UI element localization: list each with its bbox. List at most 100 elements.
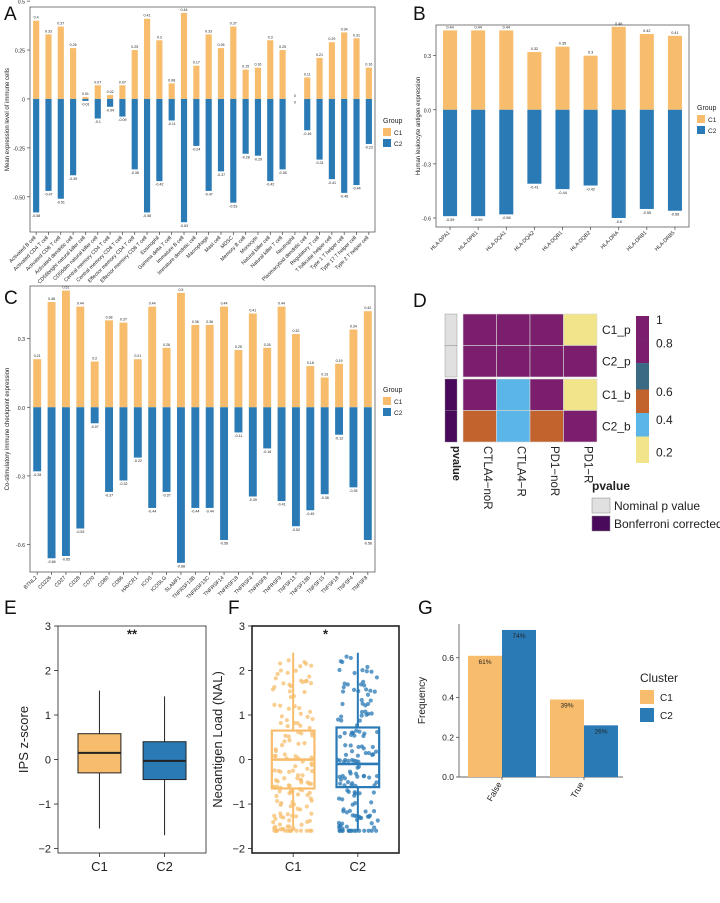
data-label-c2: -0.42 (266, 183, 274, 187)
data-point (365, 692, 371, 697)
bar-c2 (341, 98, 348, 193)
data-point (359, 697, 364, 703)
bar-c1 (131, 50, 138, 99)
data-point (356, 764, 361, 769)
data-point (287, 824, 292, 829)
data-label-c1: 0.26 (163, 343, 170, 347)
bar-c1 (263, 347, 272, 408)
heatmap-annotation-title: pvalue (450, 446, 462, 481)
y-tick-label: 0 (22, 97, 25, 103)
data-label-c2: -0.47 (44, 193, 52, 197)
data-label-c2: -0.44 (206, 510, 214, 514)
data-point (370, 744, 375, 750)
data-label-c2: -0.63 (180, 224, 188, 228)
bar-c1 (320, 377, 329, 408)
data-label-c1: 0.11 (304, 72, 311, 76)
data-point (307, 725, 312, 731)
data-label-c1: 0.08 (168, 78, 175, 82)
bar-c1 (499, 30, 514, 110)
bar-c2 (33, 407, 42, 472)
data-point (369, 669, 374, 674)
data-label-c1: 0.44 (446, 25, 453, 29)
data-label-c2: -0.37 (105, 494, 113, 498)
y-tick-label: -0.3 (422, 162, 431, 168)
data-point (357, 729, 362, 734)
bar-c1 (61, 290, 70, 408)
data-label-c2: -0.39 (69, 177, 77, 181)
data-point (304, 804, 309, 809)
x-tick-label: HLA-DPA1 (430, 230, 452, 252)
box (335, 726, 381, 789)
data-label-c1: 0.42 (364, 306, 371, 310)
legend-title: Cluster (640, 671, 678, 685)
data-label-c2: 0 (294, 101, 296, 105)
bar-c2 (443, 109, 458, 217)
data-point (363, 750, 368, 756)
heatmap-col-label: PD1−R (581, 446, 593, 483)
heatmap-cell (529, 378, 564, 411)
data-label-c2: -0.53 (229, 204, 237, 208)
data-point (355, 753, 361, 758)
data-point (340, 797, 345, 802)
bar-c2 (193, 98, 200, 146)
data-label-c1: 0.51 (62, 286, 69, 290)
data-point (309, 663, 314, 668)
bar-c1 (443, 30, 458, 110)
bar-c2 (263, 407, 272, 449)
data-point (295, 792, 301, 797)
x-tick-label: CD226 (37, 575, 53, 591)
data-label-c2: -0.55 (643, 211, 652, 215)
x-tick-label: HLA-DQB2 (569, 230, 592, 253)
panel-label-d: D (413, 291, 427, 312)
x-tick-label: C2 (350, 859, 367, 874)
data-label-c1: 0.31 (353, 33, 360, 37)
legend-swatch (640, 708, 654, 722)
data-point (374, 773, 380, 779)
data-point (278, 703, 283, 708)
bar-c2 (667, 109, 682, 211)
legend-label: C2 (660, 711, 673, 722)
panel-e-ips-boxplot: −2 −1 0 1 2 3 C1 C2 ** IPS z-score (16, 621, 207, 874)
data-label-c2: -0.58 (143, 214, 151, 218)
bar-c1 (176, 292, 185, 408)
bar-c2 (234, 407, 243, 433)
legend-label: C1 (394, 399, 403, 406)
y-tick-label: 0.2 (442, 732, 454, 742)
data-label-c2: -0.32 (119, 482, 127, 486)
legend-swatch (697, 115, 705, 123)
data-point (372, 825, 377, 830)
data-point (350, 813, 355, 818)
heatmap-row-annotation (444, 410, 458, 443)
data-point (343, 752, 349, 757)
y-tick-label: −1 (232, 799, 245, 811)
data-point (345, 780, 351, 785)
data-label-c2: -0.11 (168, 122, 176, 126)
data-point (286, 658, 291, 663)
data-label-c2: -0.58 (502, 216, 511, 220)
x-tick-label: True (568, 780, 585, 800)
y-tick-label: 0.0 (424, 108, 431, 114)
heatmap-cell (563, 378, 598, 411)
data-point (274, 828, 279, 833)
legend-swatch (383, 128, 391, 136)
data-label-c1: 0.41 (144, 14, 151, 18)
data-point (298, 723, 303, 728)
bar-c1 (316, 57, 323, 99)
data-label-c1: 0.35 (559, 42, 566, 46)
bar-c1 (107, 95, 114, 99)
bar-c1 (220, 306, 229, 408)
y-tick-label: 2 (45, 666, 51, 678)
data-point (368, 688, 373, 693)
data-label-c1: 0.21 (316, 53, 323, 57)
legend-label: C2 (708, 128, 717, 135)
data-point (309, 798, 314, 803)
data-label-c1: 0.32 (292, 329, 299, 333)
color-scale-label: 0.8 (656, 337, 673, 351)
color-scale-label: 0.6 (656, 385, 673, 399)
data-label-c2: -0.24 (192, 148, 200, 152)
bar-c1 (365, 67, 372, 99)
legend-title: Group (697, 105, 717, 112)
heatmap-cell (462, 378, 497, 411)
bar-c1 (205, 324, 214, 408)
data-point (280, 827, 285, 832)
